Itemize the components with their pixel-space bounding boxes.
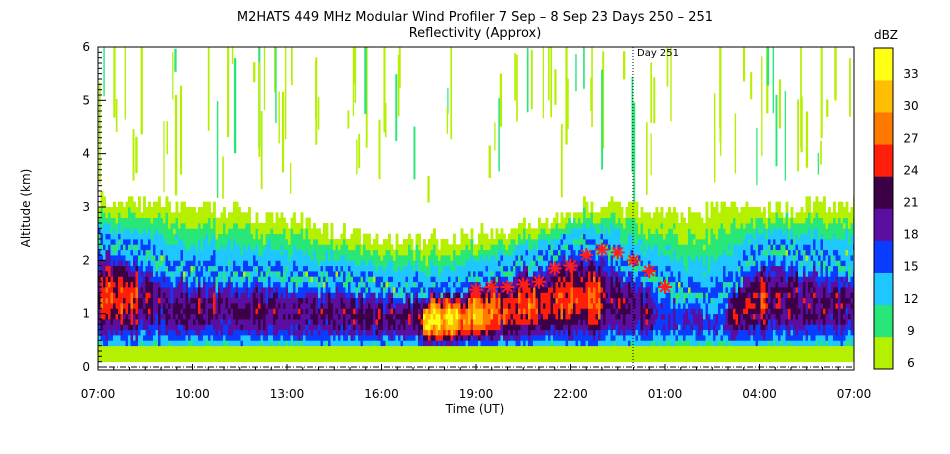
chart-title: M2HATS 449 MHz Modular Wind Profiler 7 S… [237, 10, 713, 25]
colorbar-swatch [874, 112, 893, 144]
x-tick-label: 10:00 [175, 387, 210, 401]
y-tick-label: 6 [82, 40, 90, 54]
boundary-layer-marker [469, 283, 483, 297]
x-tick-label: 16:00 [364, 387, 399, 401]
colorbar-swatch [874, 273, 893, 305]
x-tick-label: 04:00 [742, 387, 777, 401]
colorbar-swatch [874, 337, 893, 369]
x-tick-label: 07:00 [837, 387, 872, 401]
chart-subtitle: Reflectivity (Approx) [409, 26, 542, 41]
y-axis-label: Altitude (km) [19, 169, 33, 248]
colorbar-label: 30 [903, 99, 918, 113]
y-tick-label: 2 [82, 253, 90, 267]
x-axis-label: Time (UT) [445, 402, 505, 416]
colorbar-label: 12 [903, 292, 918, 306]
boundary-layer-marker [611, 245, 625, 259]
colorbar-swatch [874, 176, 893, 208]
boundary-layer-marker [595, 243, 609, 257]
colorbar-swatch [874, 144, 893, 176]
x-tick-label: 22:00 [553, 387, 588, 401]
colorbar-label: 27 [903, 131, 918, 145]
colorbar-label: 21 [903, 196, 918, 210]
y-tick-label: 1 [82, 307, 90, 321]
colorbar-swatch [874, 305, 893, 337]
boundary-layer-marker [658, 280, 672, 294]
y-tick-label: 0 [82, 360, 90, 374]
colorbar-unit: dBZ [874, 28, 898, 42]
x-tick-label: 19:00 [459, 387, 494, 401]
colorbar-label: 15 [903, 260, 918, 274]
y-tick-label: 5 [82, 93, 90, 107]
boundary-layer-marker [516, 277, 530, 291]
colorbar-label: 24 [903, 163, 918, 177]
y-tick-label: 3 [82, 200, 90, 214]
y-tick-label: 4 [82, 147, 90, 161]
x-tick-label: 13:00 [270, 387, 305, 401]
boundary-layer-marker [642, 264, 656, 278]
x-tick-label: 01:00 [648, 387, 683, 401]
colorbar-label: 9 [907, 324, 915, 338]
colorbar: 6 9 12 15 18 21 24 27 30 33 [874, 48, 919, 370]
reflectivity-heatmap [98, 47, 856, 362]
colorbar-swatch [874, 209, 893, 241]
boundary-layer-marker [485, 280, 499, 294]
boundary-layer-marker [579, 248, 593, 262]
colorbar-label: 18 [903, 228, 918, 242]
colorbar-swatch [874, 48, 893, 80]
day-marker-label: Day 251 [637, 48, 679, 59]
boundary-layer-marker [548, 261, 562, 275]
boundary-layer-marker [532, 275, 546, 289]
colorbar-label: 33 [903, 67, 918, 81]
colorbar-swatch [874, 241, 893, 273]
colorbar-swatch [874, 80, 893, 112]
boundary-layer-marker [564, 259, 578, 273]
boundary-layer-marker [501, 280, 515, 294]
x-tick-label: 07:00 [81, 387, 116, 401]
colorbar-label: 6 [907, 356, 915, 370]
